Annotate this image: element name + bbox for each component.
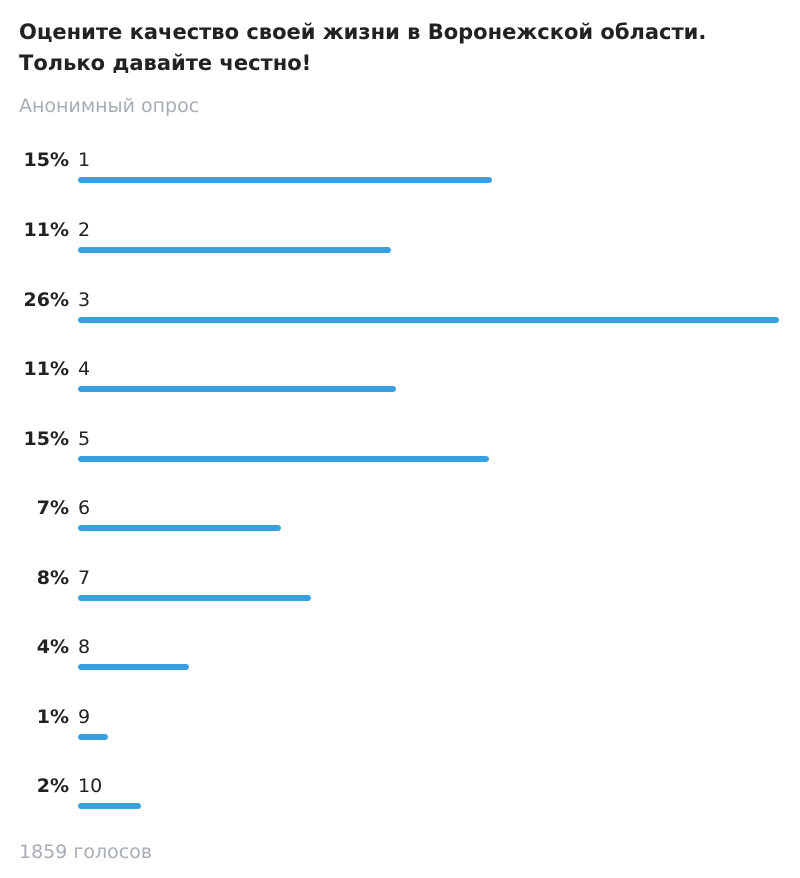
option-bar	[78, 664, 189, 670]
option-percent: 11%	[23, 358, 69, 380]
option-percent: 15%	[23, 428, 69, 450]
option-percent: 4%	[36, 636, 69, 658]
option-label: 10	[78, 775, 103, 797]
poll-option-9: 1% 9	[0, 704, 800, 764]
poll-option-10: 2% 10	[0, 773, 800, 833]
option-bar	[78, 734, 108, 740]
option-label: 1	[78, 149, 91, 171]
option-percent: 26%	[23, 289, 69, 311]
option-label: 4	[78, 358, 91, 380]
option-bar	[78, 456, 489, 462]
poll-option-7: 8% 7	[0, 565, 800, 625]
option-percent: 8%	[36, 567, 69, 589]
option-label: 6	[78, 497, 91, 519]
option-bar	[78, 386, 396, 392]
option-label: 2	[78, 219, 91, 241]
poll-type-label: Анонимный опрос	[19, 95, 200, 117]
poll-option-5: 15% 5	[0, 426, 800, 486]
option-label: 7	[78, 567, 91, 589]
option-bar	[78, 247, 391, 253]
poll-question: Оцените качество своей жизни в Воронежск…	[19, 20, 707, 75]
option-label: 5	[78, 428, 91, 450]
option-percent: 15%	[23, 149, 69, 171]
poll-option-4: 11% 4	[0, 356, 800, 416]
poll-option-8: 4% 8	[0, 634, 800, 694]
vote-count: 1859 голосов	[19, 841, 153, 863]
option-percent: 2%	[36, 775, 69, 797]
option-label: 3	[78, 289, 91, 311]
option-label: 8	[78, 636, 91, 658]
option-bar	[78, 317, 779, 323]
poll-option-6: 7% 6	[0, 495, 800, 555]
option-bar	[78, 595, 311, 601]
poll-option-3: 26% 3	[0, 287, 800, 347]
poll-option-2: 11% 2	[0, 217, 800, 277]
option-percent: 11%	[23, 219, 69, 241]
poll-option-1: 15% 1	[0, 147, 800, 207]
option-bar	[78, 525, 281, 531]
option-label: 9	[78, 706, 91, 728]
option-percent: 1%	[36, 706, 69, 728]
option-bar	[78, 177, 492, 183]
option-percent: 7%	[36, 497, 69, 519]
option-bar	[78, 803, 141, 809]
